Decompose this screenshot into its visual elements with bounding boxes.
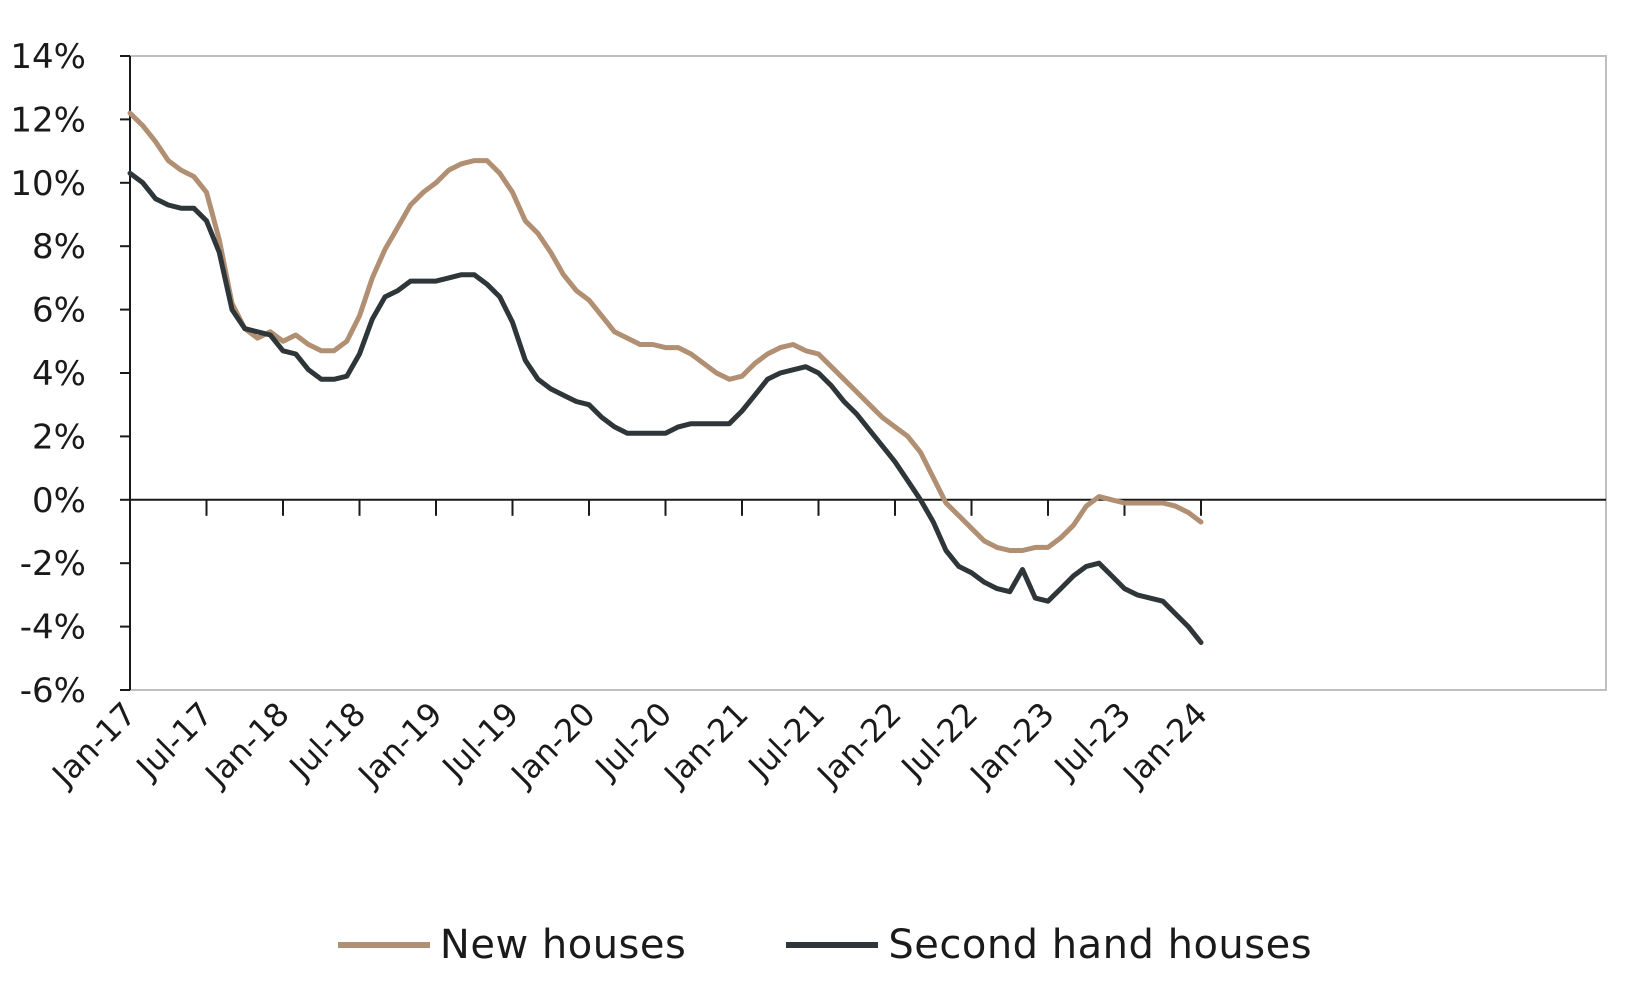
legend-item-new-houses: New houses (337, 922, 687, 968)
y-tick-label: 12% (10, 100, 86, 140)
y-tick-label: 4% (32, 354, 86, 394)
x-tick-label: Jan-20 (503, 695, 603, 795)
legend-label-second-hand-houses: Second hand houses (888, 922, 1313, 968)
x-tick-label: Jan-24 (1115, 695, 1215, 795)
y-tick-label: 14% (10, 37, 86, 77)
y-tick-label: 2% (32, 417, 86, 457)
series-line-new-houses (127, 110, 1204, 553)
legend-swatch-second-hand-houses (786, 942, 879, 948)
x-tick-label: Jan-19 (350, 695, 450, 795)
series-layer (127, 110, 1204, 645)
x-tick-label: Jan-22 (809, 695, 909, 795)
x-axis: Jan-17Jul-17Jan-18Jul-18Jan-19Jul-19Jan-… (44, 498, 1606, 795)
legend-item-second-hand-houses: Second hand houses (786, 922, 1312, 968)
legend: New houses Second hand houses (0, 915, 1650, 975)
y-tick-label: 0% (32, 481, 86, 521)
series-line-second-hand-houses (127, 170, 1204, 645)
line-chart: 14% 12% 10% 8% 6% 4% 2% 0% -2% -4% -6% Jan-17Jul-1… (10, 37, 1607, 795)
x-tick-label: Jan-21 (656, 695, 756, 795)
legend-swatch-new-houses (337, 942, 430, 948)
x-tick-label: Jan-18 (197, 695, 297, 795)
y-tick-label: -6% (20, 671, 86, 711)
y-tick-label: -4% (20, 608, 86, 648)
y-tick-label: 10% (10, 164, 86, 204)
x-tick-label: Jan-23 (962, 695, 1062, 795)
legend-label-new-houses: New houses (439, 922, 687, 968)
y-tick-label: 8% (32, 227, 86, 267)
y-tick-label: 6% (32, 291, 86, 331)
y-axis: 14% 12% 10% 8% 6% 4% 2% 0% -2% -4% -6% (10, 37, 131, 711)
y-tick-label: -2% (20, 544, 86, 584)
